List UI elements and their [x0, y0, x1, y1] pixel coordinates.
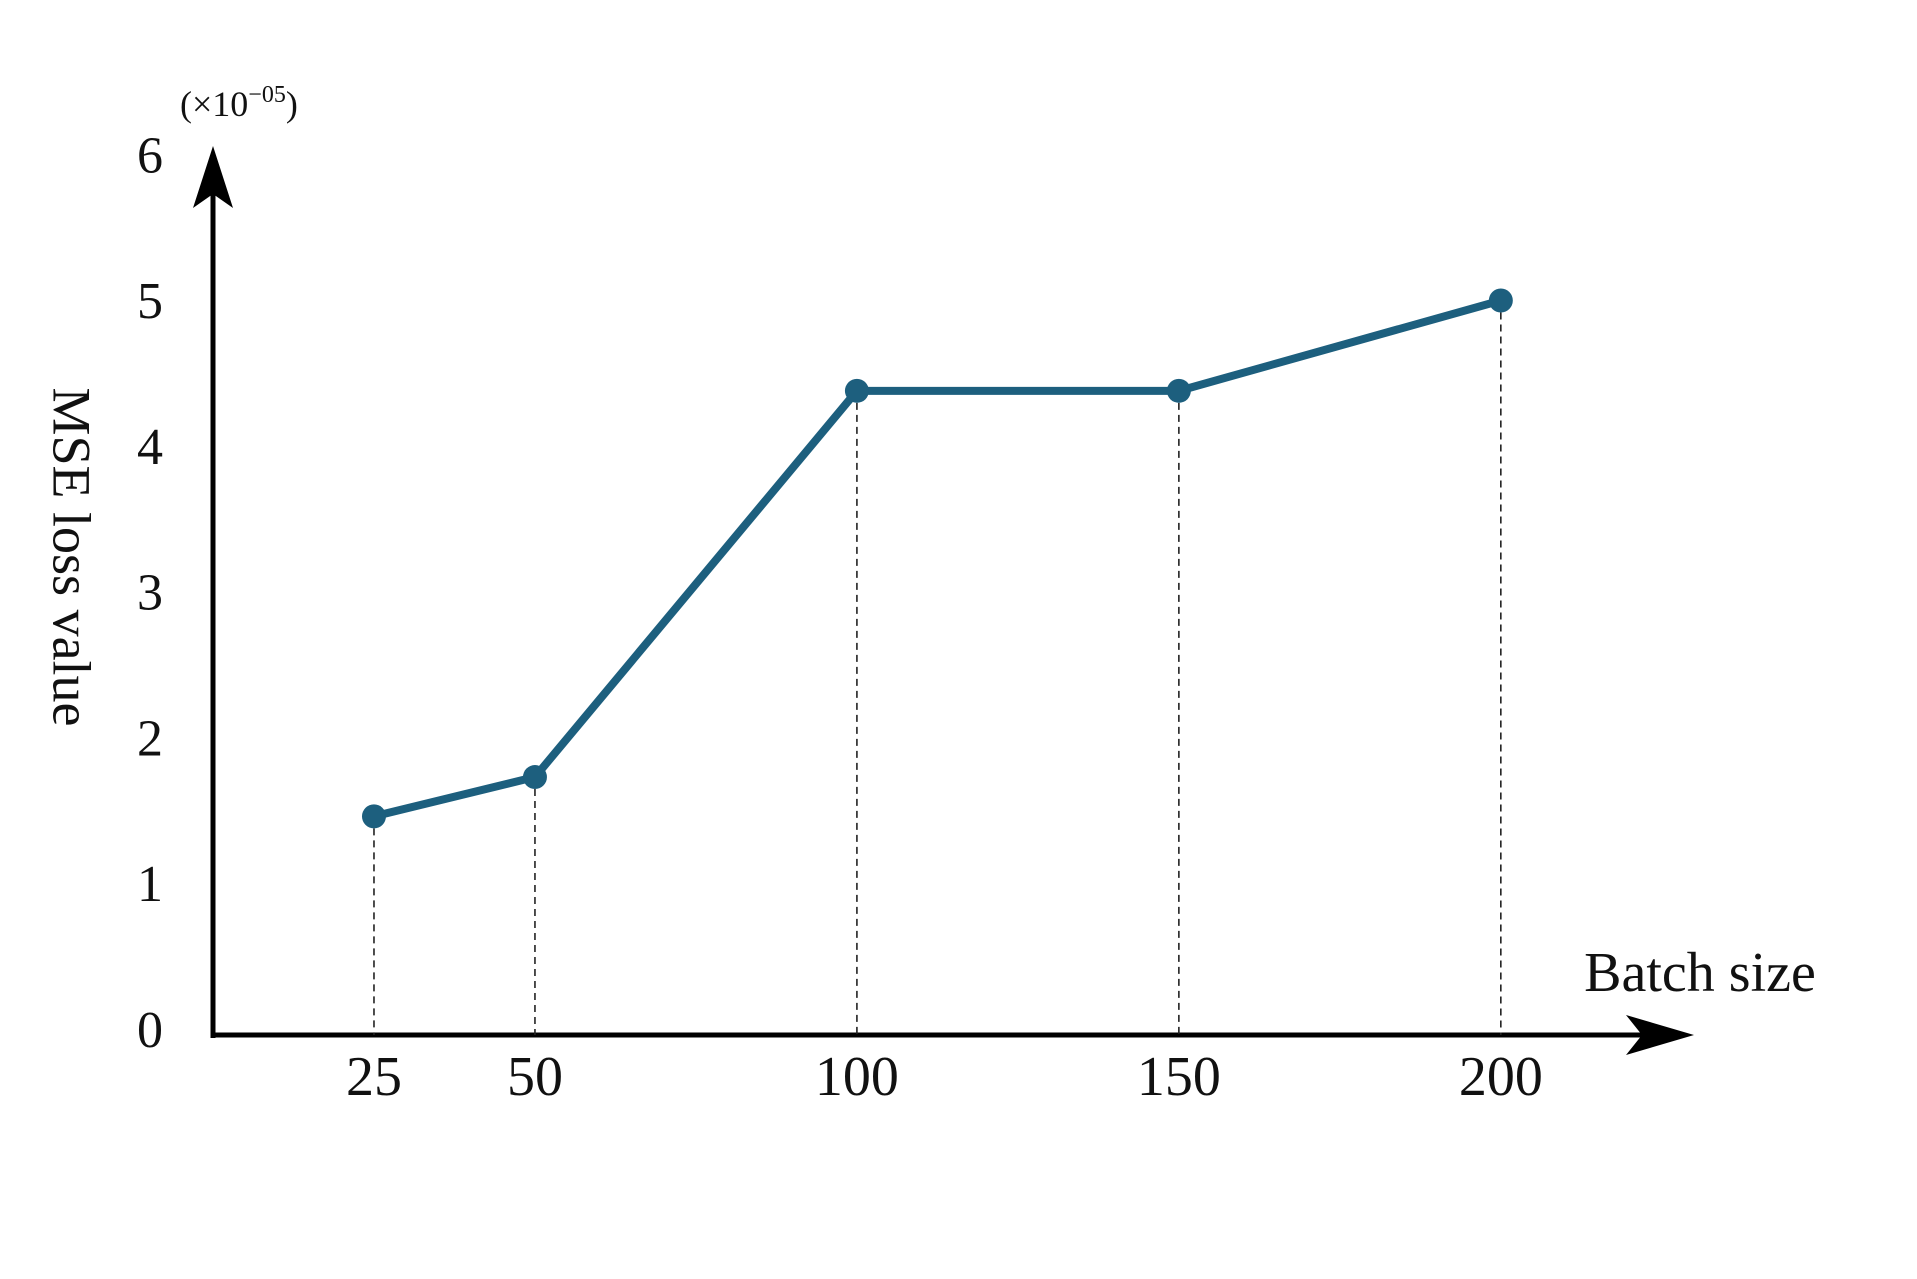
- x-axis-arrow: [1626, 1015, 1694, 1055]
- x-tick-label: 50: [507, 1046, 563, 1108]
- y-scale-prefix: (×10: [180, 84, 248, 124]
- x-tick-label: 200: [1459, 1046, 1543, 1108]
- y-axis-label: MSE loss value: [42, 387, 102, 726]
- data-point: [522, 765, 547, 790]
- y-tick-label: 0: [137, 1002, 163, 1059]
- y-scale-suffix: ): [286, 84, 298, 124]
- y-tick-label: 4: [137, 419, 163, 476]
- y-axis-arrow: [193, 146, 233, 208]
- y-tick-label: 3: [137, 565, 163, 622]
- data-point: [361, 804, 386, 829]
- y-tick-label: 5: [137, 273, 163, 330]
- y-scale-exponent: −05: [248, 82, 286, 108]
- y-scale-label: (×10−05): [180, 82, 298, 125]
- y-tick-label: 2: [137, 710, 163, 767]
- data-point: [1488, 288, 1513, 313]
- x-axis-label: Batch size: [1584, 942, 1816, 1004]
- y-tick-label: 1: [137, 856, 163, 913]
- y-tick-label: 6: [137, 128, 163, 185]
- x-tick-label: 100: [815, 1046, 899, 1108]
- data-line: [373, 296, 1502, 821]
- x-tick-label: 150: [1137, 1046, 1221, 1108]
- data-point: [844, 378, 869, 403]
- data-point: [1166, 378, 1191, 403]
- x-tick-label: 25: [346, 1046, 402, 1108]
